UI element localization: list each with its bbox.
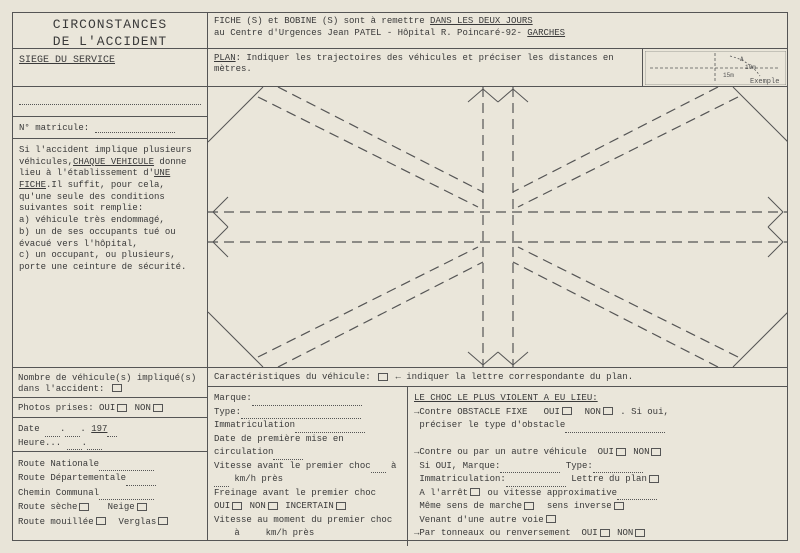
conditions-text: Si l'accident implique plusieurs véhicul… bbox=[13, 139, 207, 367]
submission-instructions: FICHE (S) et BOBINE (S) sont à remettre … bbox=[208, 13, 787, 48]
tonneaux-non: NON bbox=[617, 528, 633, 538]
route-dept: Route Départementale bbox=[18, 473, 126, 483]
chemin-communal: Chemin Communal bbox=[18, 488, 99, 498]
main-body: N° matricule: Si l'accident implique plu… bbox=[13, 87, 787, 367]
characteristics-header: Caractéristiques du véhicule: ← indiquer… bbox=[208, 368, 787, 387]
plan-left-gap: SIEGE DU SERVICE bbox=[13, 49, 208, 86]
plan-label: PLAN bbox=[214, 53, 236, 63]
submission-deadline: DANS LES DEUX JOURS bbox=[430, 16, 533, 26]
example-diagram: A 10m 15m Exemple bbox=[642, 49, 787, 86]
choc-lettre: Lettre du plan bbox=[571, 474, 647, 484]
immat-label: Immatriculation bbox=[214, 420, 295, 430]
autre-voie: Venant d'une autre voie bbox=[419, 515, 543, 525]
choc-oui: OUI bbox=[544, 407, 560, 417]
choc-type: Type: bbox=[566, 461, 593, 471]
svg-text:15m: 15m bbox=[723, 72, 734, 79]
choc-preciser: préciser le type d'obstacle bbox=[419, 420, 565, 430]
example-svg: A 10m 15m Exemple bbox=[645, 51, 786, 85]
submission-city: GARCHES bbox=[527, 28, 565, 38]
photos-non: NON bbox=[135, 403, 151, 413]
choc-autre-oui: OUI bbox=[598, 447, 614, 457]
bottom-left-column: Nombre de véhicule(s) impliqué(s) dans l… bbox=[13, 368, 208, 541]
diagram-svg bbox=[208, 87, 787, 367]
route-seche: Route sèche bbox=[18, 502, 77, 512]
example-label-text: Exemple bbox=[750, 78, 779, 85]
marque-label: Marque: bbox=[214, 393, 252, 403]
matricule-field[interactable]: N° matricule: bbox=[13, 117, 207, 139]
vehicle-details[interactable]: Marque: Type: Immatriculation Date de pr… bbox=[208, 387, 408, 546]
title-line1: CIRCONSTANCES bbox=[19, 17, 201, 34]
svg-text:10m: 10m bbox=[745, 64, 756, 71]
left-column: N° matricule: Si l'accident implique plu… bbox=[13, 87, 208, 367]
choc-title: LE CHOC LE PLUS VIOLENT A EU LIEU: bbox=[414, 393, 598, 403]
meme-sens: Même sens de marche bbox=[419, 501, 522, 511]
heure-label: Heure... bbox=[18, 438, 61, 448]
routes-section[interactable]: Route Nationale Route Départementale Che… bbox=[13, 452, 207, 541]
choc-autre: Contre ou par un autre véhicule bbox=[419, 447, 586, 457]
date-year: 197 bbox=[91, 424, 107, 434]
choc-sioui: . Si oui, bbox=[620, 407, 669, 417]
choc-obstacle: Contre OBSTACLE FIXE bbox=[419, 407, 527, 417]
plan-instruction: PLAN: Indiquer les trajectoires des véhi… bbox=[208, 49, 642, 86]
choc-non: NON bbox=[585, 407, 601, 417]
vitesse-unit2: km/h près bbox=[266, 528, 315, 538]
plan-row: SIEGE DU SERVICE PLAN: Indiquer les traj… bbox=[13, 49, 787, 87]
trajectory-diagram[interactable] bbox=[208, 87, 787, 367]
verglas: Verglas bbox=[118, 517, 156, 527]
vitesse-avant: Vitesse avant le premier choc bbox=[214, 461, 371, 471]
vitesse-approx: ou vitesse approximative bbox=[487, 488, 617, 498]
plan-text: : Indiquer les trajectoires des véhicule… bbox=[214, 53, 614, 74]
arrow-icon: ← bbox=[395, 372, 400, 382]
choc-immat: Immatriculation: bbox=[419, 474, 505, 484]
date-label: Date bbox=[18, 424, 40, 434]
matricule-label: N° matricule: bbox=[19, 123, 89, 133]
siege-lines[interactable] bbox=[13, 87, 207, 117]
tonneaux: Par tonneaux ou renversement bbox=[419, 528, 570, 538]
example-markA: A bbox=[740, 56, 744, 63]
arret-label: A l'arrêt bbox=[419, 488, 468, 498]
neige: Neige bbox=[108, 502, 135, 512]
freinage-incertain: INCERTAIN bbox=[285, 501, 334, 511]
bottom-right-column: Caractéristiques du véhicule: ← indiquer… bbox=[208, 368, 787, 541]
accident-form: CIRCONSTANCES DE L'ACCIDENT FICHE (S) et… bbox=[12, 12, 788, 541]
route-mouillee: Route mouillée bbox=[18, 517, 94, 527]
cond-chaque: CHAQUE VEHICULE bbox=[73, 157, 154, 167]
cond-c: c) un occupant, ou plusieurs, porte une … bbox=[19, 250, 186, 272]
carac-arrow-text: indiquer la lettre correspondante du pla… bbox=[406, 372, 633, 382]
photos-field[interactable]: Photos prises: OUI NON bbox=[13, 398, 207, 418]
header-row: CIRCONSTANCES DE L'ACCIDENT FICHE (S) et… bbox=[13, 13, 787, 49]
freinage-non: NON bbox=[250, 501, 266, 511]
choc-sioui-marque: Si OUI, Marque: bbox=[419, 461, 500, 471]
submission-address: au Centre d'Urgences Jean PATEL - Hôpita… bbox=[214, 28, 522, 38]
carac-label: Caractéristiques du véhicule: bbox=[214, 372, 371, 382]
bottom-section: Nombre de véhicule(s) impliqué(s) dans l… bbox=[13, 367, 787, 541]
photos-label: Photos prises: bbox=[18, 403, 94, 413]
collision-details[interactable]: LE CHOC LE PLUS VIOLENT A EU LIEU: →Cont… bbox=[408, 387, 787, 546]
photos-oui: OUI bbox=[99, 403, 115, 413]
cond-a: a) véhicule très endommagé, bbox=[19, 215, 165, 225]
form-title: CIRCONSTANCES DE L'ACCIDENT bbox=[13, 13, 208, 48]
vitesse-unit1: km/h près bbox=[234, 474, 283, 484]
characteristics-body: Marque: Type: Immatriculation Date de pr… bbox=[208, 387, 787, 546]
vitesse-moment: Vitesse au moment du premier choc bbox=[214, 515, 392, 525]
cond-b: b) un de ses occupants tué ou évacué ver… bbox=[19, 227, 176, 249]
freinage-label: Freinage avant le premier choc bbox=[214, 488, 376, 498]
submission-text: FICHE (S) et BOBINE (S) sont à remettre bbox=[214, 16, 425, 26]
choc-autre-non: NON bbox=[633, 447, 649, 457]
freinage-oui: OUI bbox=[214, 501, 230, 511]
tonneaux-oui: OUI bbox=[581, 528, 597, 538]
date-time-field[interactable]: Date .. 197 Heure... . bbox=[13, 418, 207, 452]
sens-inverse: sens inverse bbox=[547, 501, 612, 511]
nb-vehicules-field[interactable]: Nombre de véhicule(s) impliqué(s) dans l… bbox=[13, 368, 207, 398]
route-nationale: Route Nationale bbox=[18, 459, 99, 469]
nb-vehicules-label: Nombre de véhicule(s) impliqué(s) dans l… bbox=[18, 373, 196, 394]
siege-label: SIEGE DU SERVICE bbox=[19, 55, 115, 66]
type-label: Type: bbox=[214, 407, 241, 417]
